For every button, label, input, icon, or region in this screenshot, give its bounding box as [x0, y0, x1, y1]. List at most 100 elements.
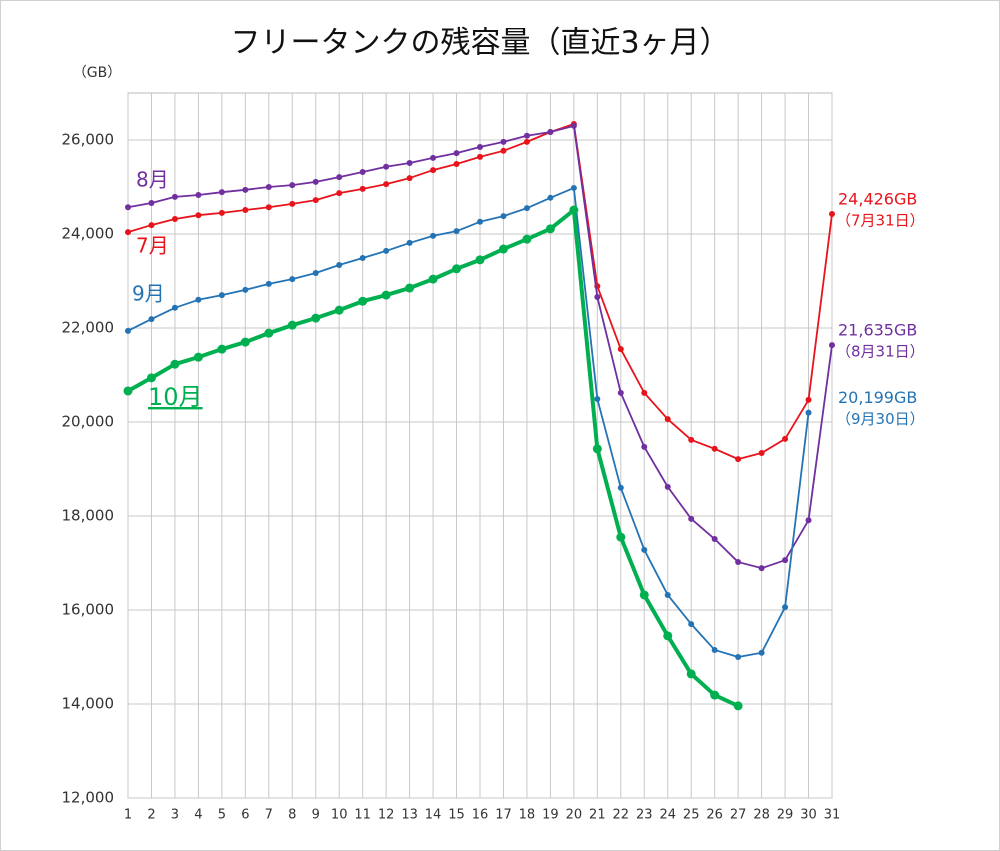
marker [359, 185, 366, 192]
marker [125, 204, 131, 211]
marker [805, 409, 812, 416]
marker [522, 234, 532, 244]
marker [475, 255, 485, 265]
marker [148, 316, 155, 323]
marker [359, 254, 366, 261]
x-tick-label: 27 [730, 808, 747, 823]
marker [359, 168, 366, 175]
x-tick-label: 6 [241, 808, 249, 823]
marker [733, 701, 743, 711]
marker [617, 484, 624, 491]
marker [383, 181, 390, 188]
marker [265, 280, 272, 287]
marker [735, 654, 742, 660]
marker [477, 218, 483, 225]
y-tick-label: 22,000 [62, 319, 115, 337]
marker [594, 293, 601, 300]
line [127, 187, 810, 658]
y-tick-label: 20,000 [62, 413, 115, 431]
x-tick-label: 19 [542, 808, 559, 823]
marker [688, 621, 695, 628]
x-tick-label: 22 [613, 808, 630, 823]
x-tick-label: 4 [194, 808, 202, 823]
marker [312, 197, 319, 204]
marker [547, 194, 554, 201]
x-tick-label: 21 [589, 808, 606, 823]
marker [829, 210, 835, 217]
series: 9月 [125, 184, 812, 660]
marker [663, 631, 673, 641]
marker [592, 444, 602, 454]
marker [617, 389, 624, 396]
marker [641, 389, 648, 396]
marker [453, 160, 460, 167]
marker [193, 352, 203, 362]
y-tick-label: 12,000 [62, 789, 115, 807]
x-tick-label: 20 [566, 808, 583, 823]
marker [381, 290, 391, 300]
marker [617, 346, 624, 353]
marker [594, 395, 601, 402]
marker [265, 184, 272, 190]
marker [218, 292, 225, 299]
marker [242, 286, 249, 293]
marker [311, 313, 321, 323]
marker [758, 450, 765, 457]
marker [148, 199, 155, 206]
x-tick-label: 12 [378, 808, 395, 823]
marker [218, 209, 225, 216]
y-tick-label: 16,000 [62, 601, 115, 619]
marker [242, 186, 249, 193]
marker [641, 546, 648, 553]
marker [523, 138, 530, 145]
x-tick-label: 8 [288, 808, 296, 823]
x-tick-label: 28 [753, 808, 770, 823]
marker [688, 515, 695, 522]
series: 10月 [123, 205, 743, 711]
marker [711, 536, 718, 543]
value-label: 20,199GB [838, 388, 917, 407]
marker [336, 190, 343, 197]
x-tick-label: 1 [124, 808, 132, 823]
chart-title: フリータンクの残容量（直近3ヶ月） [230, 26, 729, 61]
marker [170, 359, 180, 369]
marker [289, 276, 296, 283]
marker [336, 174, 343, 181]
x-tick-label: 18 [519, 808, 536, 823]
marker [735, 559, 742, 566]
marker [264, 328, 274, 338]
marker [123, 386, 133, 396]
marker [500, 213, 507, 220]
marker [287, 320, 297, 330]
marker [547, 129, 554, 136]
marker [242, 207, 249, 214]
marker [477, 144, 483, 151]
marker [265, 204, 272, 211]
marker [405, 283, 415, 293]
marker [639, 590, 649, 600]
marker [782, 604, 789, 611]
marker [336, 262, 343, 269]
marker [217, 344, 227, 354]
x-tick-label: 2 [147, 808, 155, 823]
marker [195, 212, 202, 219]
marker [452, 264, 462, 274]
x-tick-label: 30 [800, 808, 817, 823]
value-label: 24,426GB [838, 189, 917, 208]
marker [710, 690, 720, 700]
value-note: （9月30日） [836, 410, 925, 428]
marker [758, 649, 765, 656]
marker [383, 163, 390, 170]
marker [289, 200, 296, 207]
marker [430, 154, 437, 161]
marker [805, 396, 812, 403]
marker [523, 205, 530, 212]
marker [195, 191, 202, 198]
marker [616, 532, 626, 542]
value-note: （8月31日） [836, 343, 925, 361]
marker [758, 565, 765, 572]
marker [500, 138, 507, 145]
marker [430, 167, 437, 174]
x-tick-label: 10 [331, 808, 348, 823]
marker [453, 150, 460, 157]
